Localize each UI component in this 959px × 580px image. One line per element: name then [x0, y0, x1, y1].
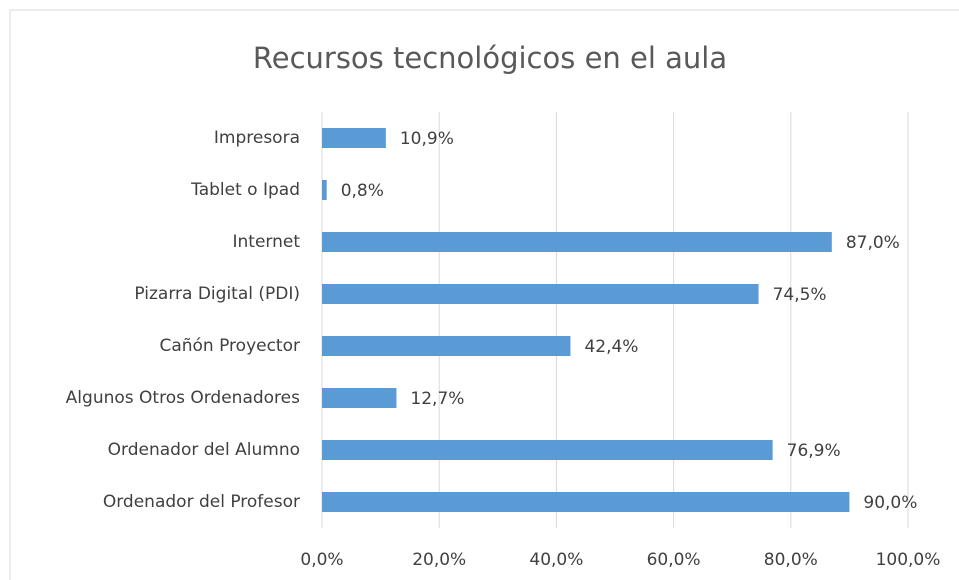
y-tick-label: Impresora	[214, 128, 300, 148]
value-label: 12,7%	[410, 389, 464, 409]
x-tick-label: 80,0%	[764, 550, 818, 570]
x-tick-label: 60,0%	[647, 550, 701, 570]
y-tick-label: Algunos Otros Ordenadores	[66, 388, 300, 408]
y-tick-label: Ordenador del Alumno	[108, 440, 300, 460]
value-label: 87,0%	[846, 233, 900, 253]
bar	[322, 440, 773, 460]
bar	[322, 388, 397, 408]
y-tick-label: Internet	[232, 232, 300, 252]
y-tick-label: Pizarra Digital (PDI)	[134, 284, 300, 304]
bar	[322, 180, 327, 200]
value-label: 42,4%	[584, 337, 638, 357]
bar	[322, 336, 571, 356]
bar	[322, 128, 386, 148]
value-label: 0,8%	[341, 181, 384, 201]
chart-title: Recursos tecnológicos en el aula	[253, 41, 727, 75]
y-tick-label: Ordenador del Profesor	[103, 492, 300, 512]
x-tick-label: 100,0%	[876, 550, 941, 570]
bar	[322, 232, 832, 252]
value-label: 74,5%	[773, 285, 827, 305]
value-label: 76,9%	[787, 441, 841, 461]
value-label: 10,9%	[400, 129, 454, 149]
y-tick-label: Cañón Proyector	[159, 336, 300, 356]
bar	[322, 492, 850, 512]
x-tick-label: 0,0%	[300, 550, 343, 570]
x-tick-label: 20,0%	[412, 550, 466, 570]
bar	[322, 284, 759, 304]
value-label: 90,0%	[863, 493, 917, 513]
x-tick-label: 40,0%	[529, 550, 583, 570]
y-tick-label: Tablet o Ipad	[190, 180, 300, 200]
